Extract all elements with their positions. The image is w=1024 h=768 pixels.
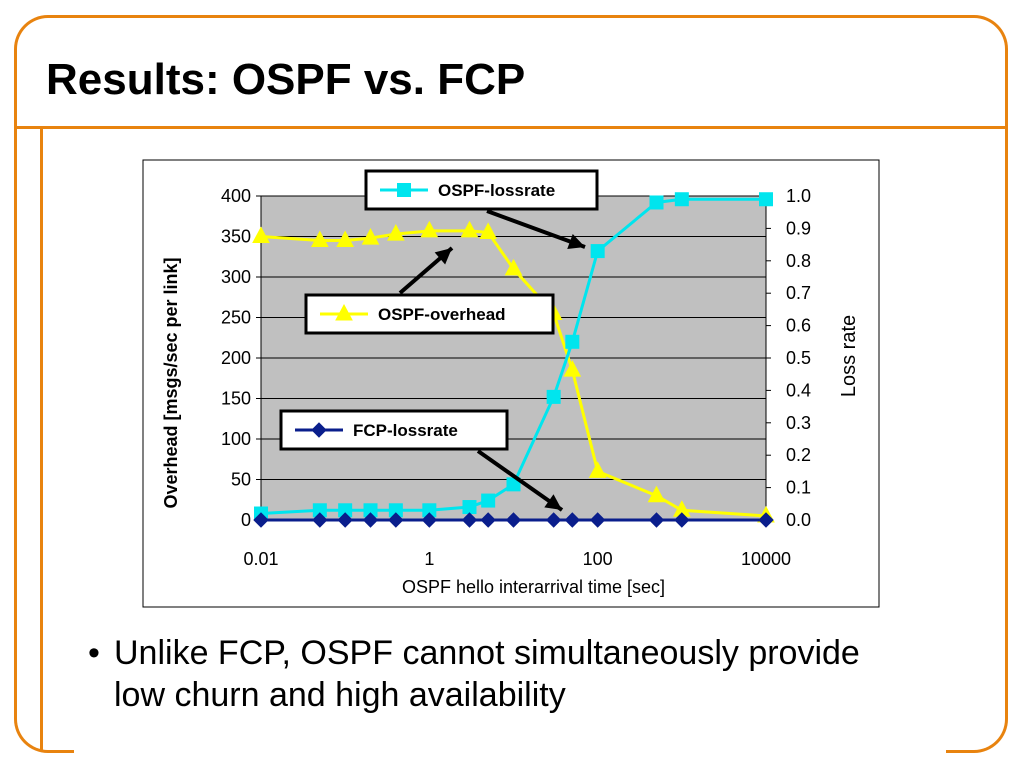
right-tick-label: 0.1 (786, 478, 811, 498)
data-point-ospf-overhead (336, 230, 354, 248)
left-tick-label: 350 (221, 227, 251, 247)
data-point-fcp-lossrate (545, 512, 562, 528)
right-tick-label: 0.9 (786, 218, 811, 238)
data-point-ospf-lossrate (481, 493, 496, 508)
legend-label: OSPF-lossrate (438, 181, 555, 200)
frame-top (14, 15, 1008, 127)
data-point-ospf-overhead (460, 220, 479, 238)
legend-callout-ospf-lossrate: OSPF-lossrate (364, 169, 599, 211)
data-point-fcp-lossrate (253, 512, 269, 528)
right-tick-label: 0.0 (786, 510, 811, 530)
data-point-ospf-lossrate (674, 192, 689, 207)
legend-arrow-ospf-lossrate (486, 209, 586, 249)
bullet-marker: • (88, 634, 100, 672)
slide-title: Results: OSPF vs. FCP (46, 55, 526, 104)
data-point-fcp-lossrate (388, 512, 404, 528)
data-point-fcp-lossrate (480, 512, 496, 528)
x-tick-label: 0.01 (243, 549, 278, 569)
legend-callout-ospf-overhead: OSPF-overhead (304, 293, 555, 335)
data-point-fcp-lossrate (312, 512, 328, 528)
right-tick-label: 1.0 (786, 186, 811, 206)
legend-marker (311, 422, 327, 438)
data-point-ospf-lossrate (590, 244, 605, 259)
data-point-ospf-lossrate (565, 334, 580, 349)
data-point-fcp-lossrate (564, 512, 581, 528)
x-tick-label: 10000 (741, 549, 791, 569)
right-tick-label: 0.2 (786, 445, 811, 465)
data-point-ospf-overhead (588, 461, 607, 478)
data-point-ospf-overhead (647, 485, 666, 503)
frame-left-inner (40, 127, 43, 750)
right-tick-label: 0.8 (786, 251, 811, 271)
left-tick-label: 250 (221, 308, 251, 328)
data-point-ospf-overhead (361, 228, 380, 245)
left-tick-label: 150 (221, 389, 251, 409)
data-point-fcp-lossrate (648, 512, 665, 528)
data-point-fcp-lossrate (758, 512, 774, 528)
legend-marker (335, 303, 353, 321)
data-point-fcp-lossrate (589, 512, 606, 528)
data-point-ospf-overhead (252, 226, 270, 243)
data-point-ospf-overhead (387, 224, 405, 241)
legend-marker (397, 183, 411, 197)
data-point-fcp-lossrate (461, 512, 478, 528)
x-axis-title: OSPF hello interarrival time [sec] (402, 577, 665, 597)
data-point-ospf-lossrate (462, 500, 477, 515)
data-point-ospf-lossrate (759, 192, 773, 207)
right-tick-label: 0.3 (786, 413, 811, 433)
bullet-text: Unlike FCP, OSPF cannot simultaneously p… (114, 634, 860, 714)
left-tick-label: 400 (221, 186, 251, 206)
data-point-fcp-lossrate (421, 512, 438, 528)
frame-right (946, 127, 1008, 753)
legend-arrow-fcp-lossrate-head (544, 494, 562, 510)
data-point-ospf-overhead (563, 360, 582, 377)
legend-callout-fcp-lossrate: FCP-lossrate (279, 409, 509, 451)
data-point-fcp-lossrate (337, 512, 353, 528)
data-point-fcp-lossrate (674, 512, 690, 528)
legend-arrow-fcp-lossrate (476, 449, 564, 512)
frame-left (14, 127, 74, 753)
data-point-ospf-lossrate (649, 195, 664, 210)
legend-arrow-ospf-overhead-head (434, 248, 452, 265)
x-tick-label: 100 (583, 549, 613, 569)
left-tick-label: 100 (221, 429, 251, 449)
right-tick-label: 0.7 (786, 283, 811, 303)
left-axis-title: Overhead [msgs/sec per link] (161, 257, 181, 508)
data-point-ospf-overhead (310, 230, 329, 248)
left-tick-label: 200 (221, 348, 251, 368)
data-point-ospf-lossrate (546, 389, 561, 404)
data-point-ospf-overhead (420, 220, 439, 238)
right-tick-label: 0.5 (786, 348, 811, 368)
left-tick-label: 300 (221, 267, 251, 287)
right-axis-title: Loss rate (838, 315, 860, 397)
data-point-ospf-overhead (504, 258, 523, 276)
left-tick-label: 0 (241, 510, 251, 530)
legend-label: FCP-lossrate (353, 421, 458, 440)
data-point-fcp-lossrate (362, 512, 379, 528)
data-point-ospf-overhead (479, 222, 497, 239)
x-tick-label: 1 (424, 549, 434, 569)
right-tick-label: 0.4 (786, 380, 811, 400)
left-tick-label: 50 (231, 470, 251, 490)
legend-arrow-ospf-lossrate-head (567, 233, 585, 249)
data-point-fcp-lossrate (505, 512, 522, 528)
legend-label: OSPF-overhead (378, 305, 506, 324)
right-tick-label: 0.6 (786, 316, 811, 336)
title-divider (14, 126, 1008, 129)
